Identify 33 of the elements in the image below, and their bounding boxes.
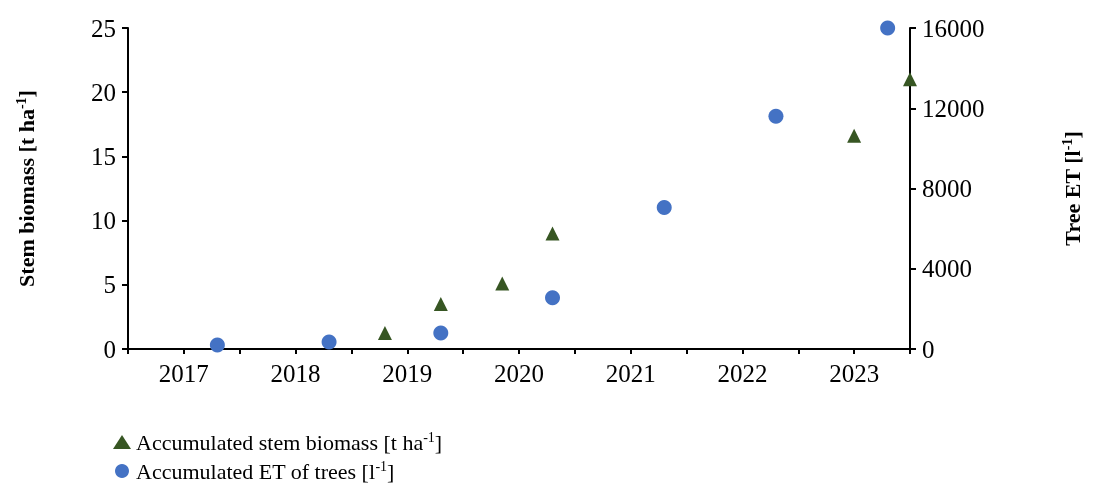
y-tick-label: 15 — [91, 142, 116, 170]
x-tick-label: 2021 — [605, 360, 656, 387]
point — [433, 297, 448, 312]
y2-tick-label: 16000 — [922, 14, 985, 42]
y-axis-title: Stem biomass [t ha-1] — [13, 90, 39, 287]
point — [377, 325, 392, 340]
point — [433, 325, 449, 341]
point — [209, 337, 225, 353]
x-tick-label: 2017 — [158, 360, 209, 387]
point — [545, 226, 560, 241]
y2-tick-label: 12000 — [922, 94, 985, 122]
y-tick-label: 0 — [103, 335, 116, 363]
point — [847, 128, 862, 143]
y-tick-label: 20 — [91, 78, 116, 106]
y-tick-label: 25 — [91, 14, 116, 42]
y2-tick-label: 4000 — [922, 255, 972, 283]
point — [656, 200, 672, 216]
y-tick-label: 5 — [103, 271, 116, 299]
y-tick-label: 10 — [91, 207, 116, 235]
x-tick-label: 2019 — [382, 360, 433, 387]
x-tick-label: 2020 — [494, 360, 544, 387]
point — [768, 108, 784, 124]
x-tick-label: 2018 — [270, 360, 321, 387]
x-tick-label: 2022 — [717, 360, 768, 387]
y2-tick-label: 8000 — [922, 175, 972, 202]
point — [903, 72, 917, 87]
point — [321, 334, 337, 350]
y2-axis-title: Tree ET [l-1] — [1059, 131, 1085, 246]
y2-tick-label: 0 — [922, 335, 935, 363]
point — [495, 276, 510, 291]
x-tick-label: 2023 — [829, 360, 880, 387]
point — [545, 290, 561, 306]
point — [880, 20, 896, 36]
